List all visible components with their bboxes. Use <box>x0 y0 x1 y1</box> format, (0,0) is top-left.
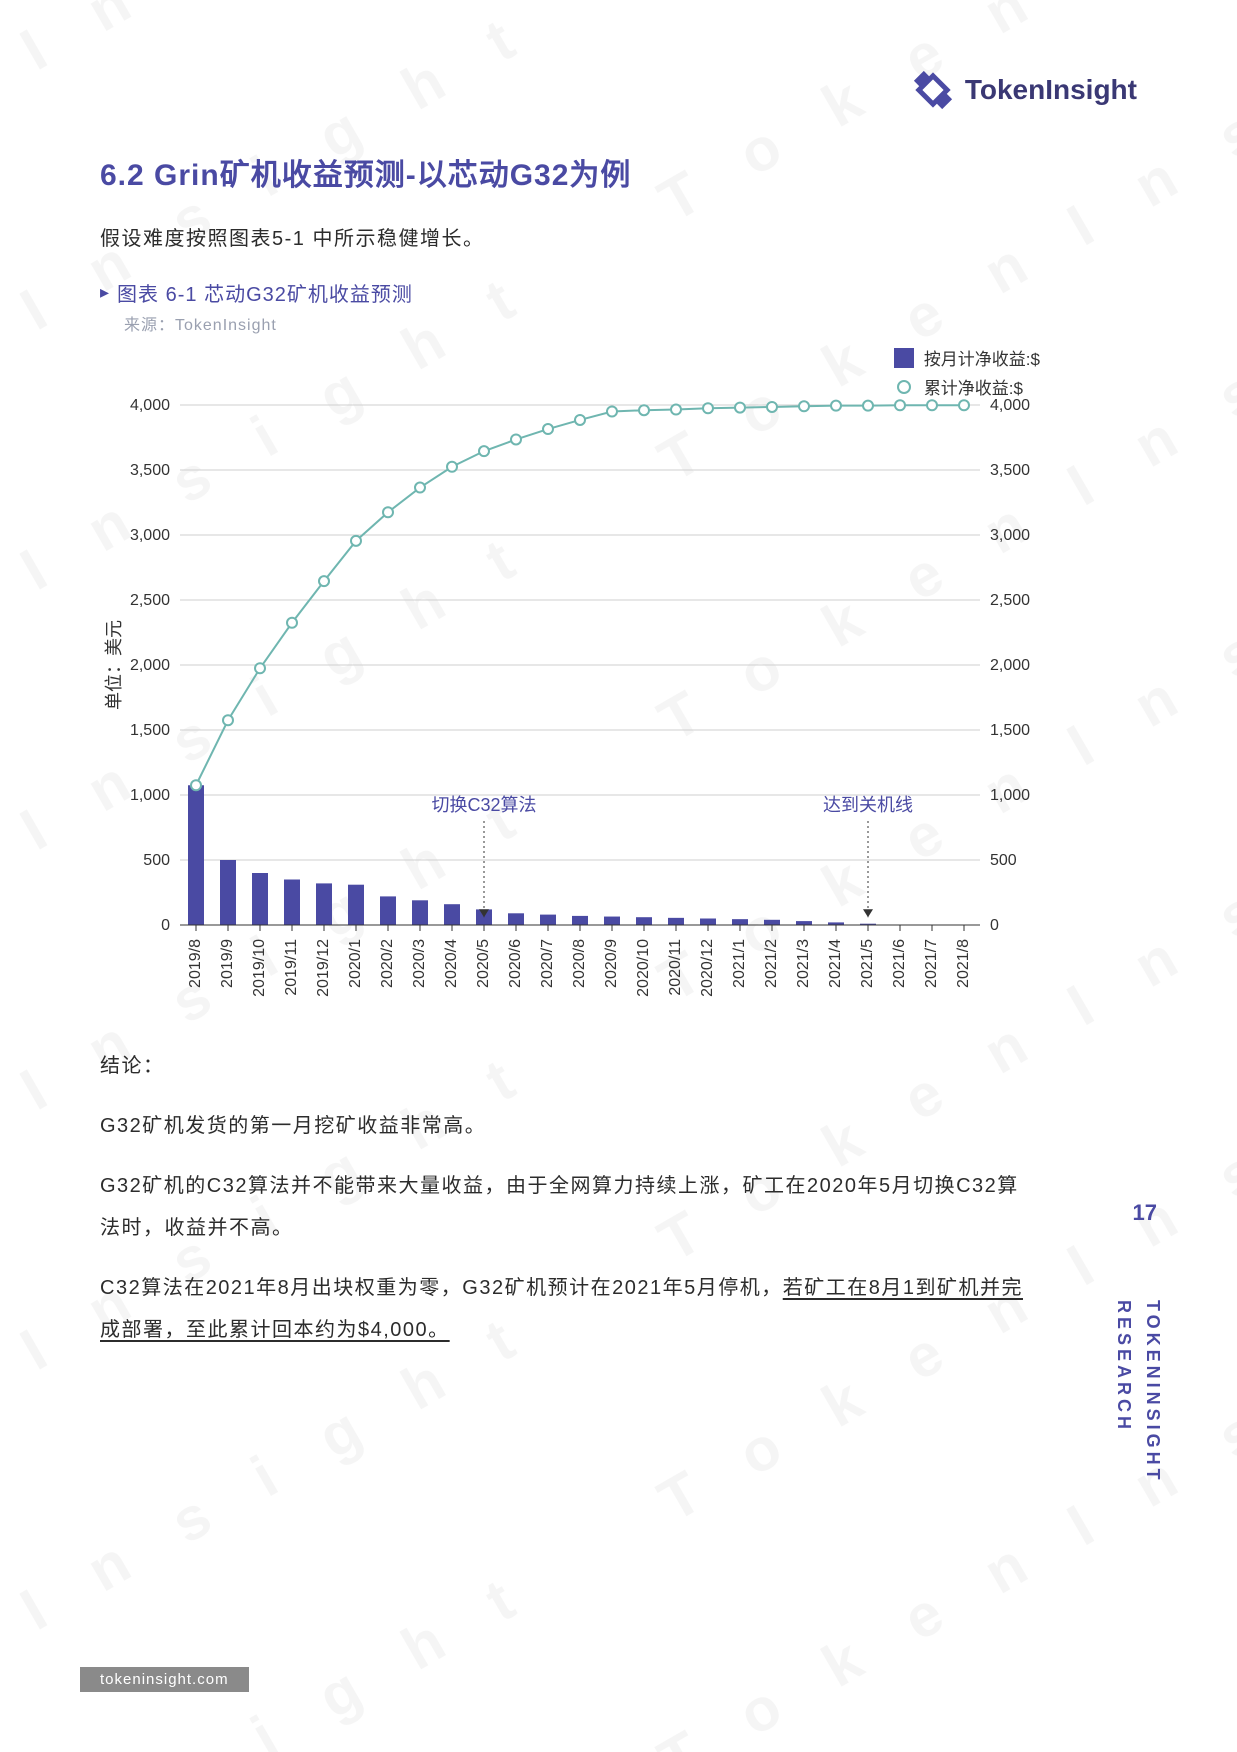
page-number: 17 <box>1133 1200 1157 1226</box>
svg-text:2021/5: 2021/5 <box>859 939 876 988</box>
svg-text:2021/2: 2021/2 <box>763 939 780 988</box>
chart-legend: 按月计净收益:$ 累计净收益:$ <box>894 345 1040 403</box>
svg-text:2021/4: 2021/4 <box>827 939 844 988</box>
svg-text:1,000: 1,000 <box>130 787 170 804</box>
legend-line-swatch <box>897 380 911 394</box>
logo-text: TokenInsight <box>965 74 1137 106</box>
figure-arrow-icon: ▸ <box>100 282 109 303</box>
svg-text:2019/11: 2019/11 <box>283 939 300 996</box>
svg-text:1,000: 1,000 <box>990 787 1030 804</box>
chart-container: 按月计净收益:$ 累计净收益:$ 0 0 500 500 1,000 1,000 1,500… <box>100 345 1040 1035</box>
svg-text:3,000: 3,000 <box>130 527 170 544</box>
conclusion-p3: C32算法在2021年8月出块权重为零，G32矿机预计在2021年5月停机，若矿… <box>100 1267 1040 1351</box>
figure-title: 图表 6-1 芯动G32矿机收益预测 <box>117 278 413 307</box>
svg-text:2020/5: 2020/5 <box>475 939 492 988</box>
legend-line-label: 累计净收益:$ <box>924 374 1023 399</box>
legend-bar-swatch <box>894 348 914 368</box>
svg-text:2021/3: 2021/3 <box>795 939 812 988</box>
svg-text:2020/10: 2020/10 <box>635 939 652 997</box>
logo-icon <box>913 70 953 110</box>
svg-text:2020/12: 2020/12 <box>699 939 716 997</box>
svg-text:2020/1: 2020/1 <box>347 939 364 988</box>
svg-text:2,000: 2,000 <box>130 657 170 674</box>
legend-bar-row: 按月计净收益:$ <box>894 345 1040 370</box>
svg-text:单位：美元: 单位：美元 <box>104 620 124 710</box>
conclusion-p1: G32矿机发货的第一月挖矿收益非常高。 <box>100 1105 1040 1147</box>
content-column: 6.2 Grin矿机收益预测-以芯动G32为例 假设难度按照图表5-1 中所示稳… <box>100 150 1040 1369</box>
svg-text:3,000: 3,000 <box>990 527 1030 544</box>
svg-text:2019/10: 2019/10 <box>251 939 268 997</box>
svg-text:2019/8: 2019/8 <box>187 939 204 988</box>
svg-text:2020/8: 2020/8 <box>571 939 588 988</box>
conclusion-heading: 结论： <box>100 1045 1040 1087</box>
svg-text:500: 500 <box>990 852 1017 869</box>
svg-text:4,000: 4,000 <box>130 397 170 414</box>
conclusion-p2: G32矿机的C32算法并不能带来大量收益，由于全网算力持续上涨，矿工在2020年… <box>100 1165 1040 1249</box>
svg-text:2020/11: 2020/11 <box>667 939 684 996</box>
svg-text:1,500: 1,500 <box>130 722 170 739</box>
svg-text:切换C32算法: 切换C32算法 <box>431 795 536 815</box>
svg-text:2,500: 2,500 <box>130 592 170 609</box>
section-intro: 假设难度按照图表5-1 中所示稳健增长。 <box>100 218 1040 260</box>
legend-bar-label: 按月计净收益:$ <box>924 345 1040 370</box>
svg-text:2021/7: 2021/7 <box>923 939 940 988</box>
section-title: 6.2 Grin矿机收益预测-以芯动G32为例 <box>100 150 1040 194</box>
svg-text:1,500: 1,500 <box>990 722 1030 739</box>
figure-source: 来源：TokenInsight <box>124 311 1040 335</box>
svg-text:500: 500 <box>143 852 170 869</box>
svg-text:2019/9: 2019/9 <box>219 939 236 988</box>
svg-text:3,500: 3,500 <box>990 462 1030 479</box>
svg-text:2020/3: 2020/3 <box>411 939 428 988</box>
svg-text:2021/1: 2021/1 <box>731 939 748 988</box>
svg-text:2020/4: 2020/4 <box>443 939 460 988</box>
chart-svg: 0 0 500 500 1,000 1,000 1,500 1,500 2,000 2,000 2,… <box>100 345 1040 1035</box>
legend-line-row: 累计净收益:$ <box>894 374 1040 399</box>
svg-text:2020/6: 2020/6 <box>507 939 524 988</box>
svg-text:2020/9: 2020/9 <box>603 939 620 988</box>
svg-text:达到关机线: 达到关机线 <box>823 795 913 815</box>
svg-text:2,500: 2,500 <box>990 592 1030 609</box>
footer-url: tokeninsight.com <box>80 1667 249 1692</box>
header-logo: TokenInsight <box>913 70 1137 110</box>
svg-text:2020/7: 2020/7 <box>539 939 556 988</box>
figure-title-row: ▸ 图表 6-1 芯动G32矿机收益预测 <box>100 278 1040 307</box>
svg-text:2021/6: 2021/6 <box>891 939 908 988</box>
svg-text:2019/12: 2019/12 <box>315 939 332 997</box>
svg-text:0: 0 <box>161 917 170 934</box>
svg-text:2021/8: 2021/8 <box>955 939 972 988</box>
svg-text:0: 0 <box>990 917 999 934</box>
svg-text:2020/2: 2020/2 <box>379 939 396 988</box>
svg-text:3,500: 3,500 <box>130 462 170 479</box>
svg-text:2,000: 2,000 <box>990 657 1030 674</box>
conclusion-p3a: C32算法在2021年8月出块权重为零，G32矿机预计在2021年5月停机， <box>100 1277 783 1299</box>
side-brand: TOKENINSIGHTRESEARCH <box>1109 1300 1167 1484</box>
